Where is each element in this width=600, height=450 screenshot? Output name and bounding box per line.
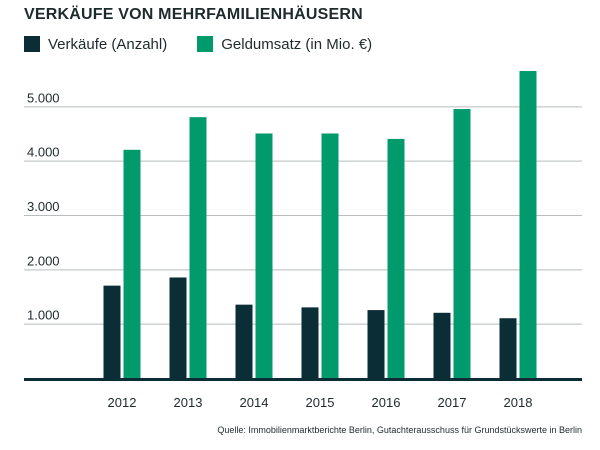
legend-item-sales: Verkäufe (Anzahl) <box>24 36 167 53</box>
bar-revenue <box>321 133 339 378</box>
x-tick-label: 2018 <box>504 395 533 410</box>
bar-sales <box>433 312 451 378</box>
x-axis-baseline <box>24 378 582 381</box>
legend-item-revenue: Geldumsatz (in Mio. €) <box>197 36 372 53</box>
y-tick-label: 3.000 <box>27 199 60 214</box>
legend-swatch-sales <box>24 36 40 52</box>
bar-sales <box>169 277 187 378</box>
source-note: Quelle: Immobilienmarktberichte Berlin, … <box>217 425 582 435</box>
bar-sales <box>367 310 385 378</box>
legend-label-sales: Verkäufe (Anzahl) <box>48 35 168 53</box>
bar-revenue <box>255 133 273 378</box>
legend-label-revenue: Geldumsatz (in Mio. €) <box>221 35 373 53</box>
bar-revenue <box>189 117 207 378</box>
x-tick-label: 2013 <box>174 395 203 410</box>
bar-sales <box>103 285 121 378</box>
x-tick-label: 2012 <box>108 395 137 410</box>
chart-title: VERKÄUFE VON MEHRFAMILIENHÄUSERN <box>24 6 363 23</box>
legend-swatch-revenue <box>197 36 214 52</box>
legend: Verkäufe (Anzahl) Geldumsatz (in Mio. €) <box>24 33 402 55</box>
x-tick-label: 2016 <box>372 395 401 410</box>
bar-revenue <box>519 71 537 378</box>
bar-sales <box>499 318 517 378</box>
x-tick-label: 2014 <box>240 395 269 410</box>
bar-sales <box>235 304 253 378</box>
y-tick-label: 4.000 <box>27 145 60 160</box>
bar-sales <box>301 307 319 378</box>
x-tick-label: 2015 <box>306 395 335 410</box>
y-tick-label: 1.000 <box>27 308 60 323</box>
x-tick-label: 2017 <box>438 395 467 410</box>
bar-revenue <box>387 138 405 378</box>
y-tick-label: 2.000 <box>27 253 60 268</box>
y-tick-label: 5.000 <box>27 90 60 105</box>
bar-revenue <box>123 149 141 378</box>
bar-revenue <box>453 109 471 378</box>
